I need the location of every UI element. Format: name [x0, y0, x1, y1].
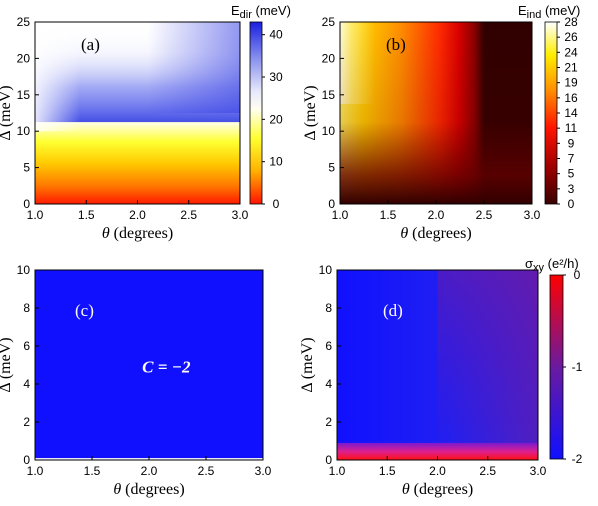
colorbar-tick-label: 14 — [564, 106, 578, 120]
y-tick-label: 15 — [322, 88, 336, 102]
colorbar: 0 -1 -2 σxy (e²/h) — [525, 256, 583, 466]
x-tick-label: 1.0 — [27, 464, 44, 478]
panel-label: (d) — [383, 301, 403, 320]
y-tick-label: 2 — [23, 415, 30, 429]
colorbar-tick-label: 40 — [269, 28, 283, 42]
colorbar-tick-label: 0 — [568, 197, 575, 211]
y-axis-label: Δ (meV) — [302, 85, 319, 140]
colorbar-tick-label: -2 — [572, 452, 583, 466]
x-tick-label: 3.0 — [524, 208, 541, 222]
y-axis-label: Δ (meV) — [0, 337, 14, 392]
x-tick-label: 2.0 — [429, 464, 446, 478]
heatmap-field — [35, 22, 240, 204]
y-tick-label: 5 — [328, 161, 335, 175]
colorbar-label: Eind (meV) — [518, 3, 580, 21]
colorbar-tick-label: 19 — [564, 76, 578, 90]
colorbar-tick-label: 7 — [568, 152, 575, 166]
panel-c: 1.0 1.5 2.0 2.5 3.0 0 2 4 6 8 10 θ (degrees) Δ (meV)… — [0, 263, 272, 498]
x-tick-label: 1.0 — [329, 464, 346, 478]
x-axis-label: θ (degrees) — [400, 225, 471, 242]
y-tick-label: 25 — [322, 15, 336, 29]
colorbar-tick-label: 28 — [564, 15, 578, 29]
colorbar-tick-label: 20 — [269, 112, 283, 126]
colorbar-tick-label: 9 — [568, 136, 575, 150]
y-tick-label: 4 — [23, 377, 30, 391]
panel-label: (b) — [386, 35, 406, 54]
y-tick-label: 6 — [325, 339, 332, 353]
y-tick-label: 10 — [322, 124, 336, 138]
x-tick-label: 1.0 — [27, 208, 44, 222]
colorbar: 0 10 20 30 40 Edir (meV) — [231, 3, 291, 211]
panel-d: 1.0 1.5 2.0 2.5 3.0 0 2 4 6 8 10 θ (degrees) Δ (meV)… — [299, 256, 583, 498]
y-axis-label: Δ (meV) — [299, 337, 316, 392]
panel-label: (a) — [81, 35, 100, 54]
x-tick-label: 1.5 — [380, 208, 397, 222]
y-tick-label: 25 — [17, 15, 31, 29]
y-tick-label: 10 — [17, 263, 31, 277]
colorbar-tick-label: 30 — [269, 70, 283, 84]
colorbar-tick-label: 21 — [564, 61, 578, 75]
y-tick-label: 15 — [17, 88, 31, 102]
panel-b: 1.0 1.5 2.0 2.5 3.0 0 5 10 15 20 25 θ (degrees) Δ (m… — [302, 3, 580, 242]
colorbar-tick-label: 0 — [574, 268, 581, 282]
x-axis-label: θ (degrees) — [402, 481, 473, 498]
y-tick-label: 20 — [17, 51, 31, 65]
y-axis-label: Δ (meV) — [0, 85, 14, 140]
colorbar-label: σxy (e²/h) — [525, 256, 579, 274]
x-tick-label: 1.0 — [332, 208, 349, 222]
y-tick-label: 8 — [23, 301, 30, 315]
colorbar-tick-label: 10 — [269, 155, 283, 169]
x-tick-label: 3.0 — [255, 464, 272, 478]
y-tick-label: 6 — [23, 339, 30, 353]
y-tick-label: 2 — [325, 415, 332, 429]
x-tick-label: 2.5 — [479, 464, 496, 478]
y-tick-label: 0 — [23, 197, 30, 211]
y-tick-label: 4 — [325, 377, 332, 391]
y-tick-label: 8 — [325, 301, 332, 315]
y-tick-label: 10 — [17, 124, 31, 138]
y-tick-label: 20 — [322, 51, 336, 65]
colorbar-tick-label: 24 — [564, 45, 578, 59]
colorbar-tick-label: 11 — [565, 121, 578, 135]
x-tick-label: 2.0 — [129, 208, 146, 222]
x-tick-label: 1.5 — [84, 464, 101, 478]
x-tick-label: 2.0 — [141, 464, 158, 478]
y-tick-label: 0 — [325, 453, 332, 467]
x-tick-label: 2.5 — [180, 208, 197, 222]
colorbar-label: Edir (meV) — [231, 3, 291, 21]
heatmap-field — [35, 270, 263, 460]
y-tick-label: 0 — [328, 197, 335, 211]
y-tick-label: 0 — [23, 453, 30, 467]
colorbar-tick-label: 16 — [564, 91, 578, 105]
heatmap-field — [337, 270, 538, 460]
panel-label: (c) — [75, 301, 94, 320]
x-tick-label: 1.5 — [78, 208, 95, 222]
x-axis-label: θ (degrees) — [113, 481, 184, 498]
panel-a: 1.0 1.5 2.0 2.5 3.0 0 5 10 15 20 25 θ (degrees) Δ (m… — [0, 3, 291, 242]
y-tick-label: 10 — [319, 263, 333, 277]
x-tick-label: 3.0 — [530, 464, 547, 478]
heatmap-field — [340, 22, 532, 204]
colorbar-tick-label: 5 — [568, 167, 575, 181]
x-tick-label: 2.5 — [198, 464, 215, 478]
x-tick-label: 2.0 — [428, 208, 445, 222]
x-tick-label: 2.5 — [476, 208, 493, 222]
x-tick-label: 3.0 — [232, 208, 249, 222]
chern-number-annotation: C = −2 — [142, 358, 191, 377]
colorbar-tick-label: 3 — [568, 182, 575, 196]
colorbar-tick-label: 26 — [564, 30, 578, 44]
y-tick-label: 5 — [23, 161, 30, 175]
x-tick-label: 1.5 — [379, 464, 396, 478]
colorbar-tick-label: 0 — [273, 197, 280, 211]
x-axis-label: θ (degrees) — [102, 225, 173, 242]
colorbar-tick-label: -1 — [572, 360, 583, 374]
